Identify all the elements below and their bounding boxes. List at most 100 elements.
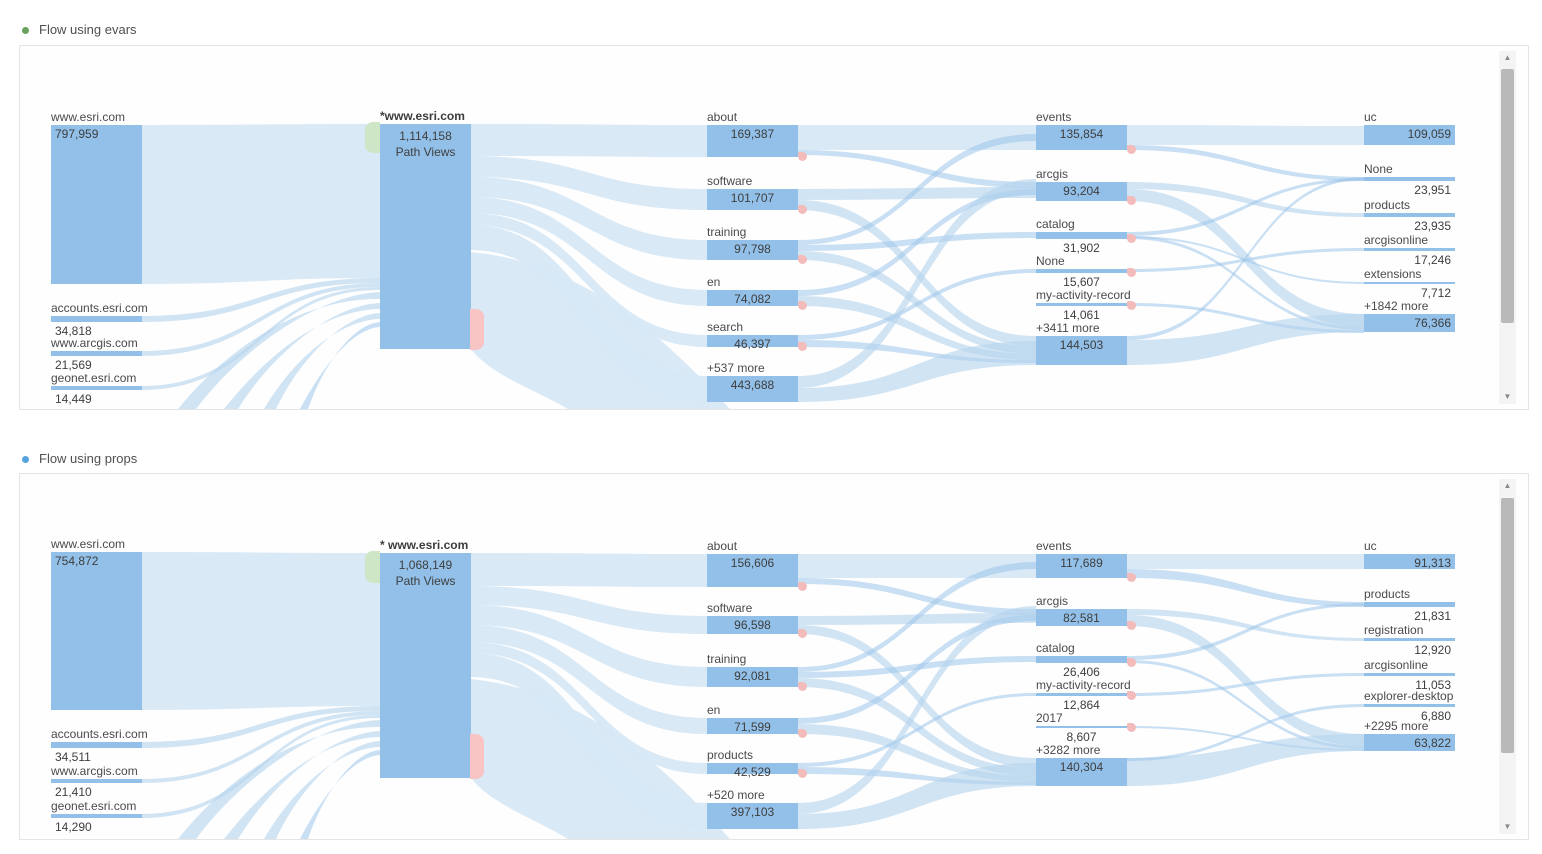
sankey-node-arcgisonline[interactable]: arcgisonline 11,053 bbox=[1364, 658, 1455, 692]
flow-ribbon[interactable] bbox=[798, 189, 1036, 296]
sankey-node-accounts-esri-com[interactable]: accounts.esri.com 34,511 bbox=[51, 727, 148, 764]
node-bar[interactable] bbox=[707, 125, 798, 157]
scroll-up-icon[interactable]: ▲ bbox=[1503, 481, 1512, 490]
flow-ribbon[interactable] bbox=[470, 642, 707, 774]
node-bar[interactable] bbox=[380, 124, 471, 349]
sankey-node-focus[interactable]: *www.esri.com 1,114,158 Path Views bbox=[365, 109, 484, 350]
node-bar[interactable] bbox=[51, 779, 142, 783]
node-bar[interactable] bbox=[1364, 213, 1455, 217]
node-bar[interactable] bbox=[1036, 758, 1127, 786]
node-bar[interactable] bbox=[707, 335, 798, 347]
node-bar[interactable] bbox=[1364, 177, 1455, 181]
sankey-node-catalog[interactable]: catalog 26,406 bbox=[1036, 641, 1136, 679]
sankey-node-arcgis[interactable]: arcgis 82,581 bbox=[1036, 594, 1136, 630]
flow-ribbon[interactable] bbox=[178, 292, 380, 409]
sankey-node-products[interactable]: products 21,831 bbox=[1364, 587, 1455, 623]
flow-ribbon[interactable] bbox=[798, 625, 1036, 768]
node-bar[interactable] bbox=[707, 376, 798, 402]
sankey-node-extensions[interactable]: extensions 7,712 bbox=[1364, 267, 1455, 300]
flow-ribbon[interactable] bbox=[798, 341, 1036, 402]
scroll-down-icon[interactable]: ▼ bbox=[1503, 392, 1512, 401]
sankey-node-none[interactable]: None 15,607 bbox=[1036, 254, 1136, 289]
node-bar[interactable] bbox=[707, 240, 798, 260]
flow-ribbon[interactable] bbox=[1127, 125, 1364, 145]
flow-ribbon[interactable] bbox=[798, 296, 1036, 360]
flow-ribbon[interactable] bbox=[798, 606, 1036, 814]
sankey-node-en[interactable]: en 74,082 bbox=[707, 275, 807, 310]
node-bar[interactable] bbox=[1364, 554, 1455, 569]
flow-ribbon[interactable] bbox=[798, 134, 1036, 245]
flow-ribbon[interactable] bbox=[141, 711, 380, 783]
node-bar[interactable] bbox=[1036, 232, 1127, 239]
flow-ribbon[interactable] bbox=[798, 693, 1036, 767]
node-bar[interactable] bbox=[707, 763, 798, 774]
flow-ribbon[interactable] bbox=[300, 750, 380, 839]
flow-ribbon[interactable] bbox=[1127, 615, 1364, 746]
sankey-node-none-2[interactable]: None 23,951 bbox=[1364, 162, 1455, 197]
flow-ribbon[interactable] bbox=[1127, 236, 1364, 330]
flow-ribbon[interactable] bbox=[141, 706, 380, 748]
sankey-node-software[interactable]: software 96,598 bbox=[707, 601, 807, 638]
scrollbar-thumb[interactable] bbox=[1501, 498, 1514, 753]
flow-ribbon[interactable] bbox=[1127, 603, 1364, 660]
flow-ribbon[interactable] bbox=[798, 125, 1036, 150]
flow-ribbon[interactable] bbox=[1127, 314, 1364, 365]
flow-ribbon[interactable] bbox=[798, 187, 1036, 200]
flow-ribbon[interactable] bbox=[1127, 554, 1364, 569]
sankey-node-registration[interactable]: registration 12,920 bbox=[1364, 623, 1455, 657]
flow-ribbon[interactable] bbox=[798, 562, 1036, 672]
vertical-scrollbar[interactable]: ▲ ▼ bbox=[1499, 51, 1516, 404]
node-bar[interactable] bbox=[51, 125, 142, 284]
sankey-node-geonet-esri-com[interactable]: geonet.esri.com 14,449 bbox=[51, 371, 142, 406]
node-bar[interactable] bbox=[51, 814, 142, 818]
sankey-node-products[interactable]: products 23,935 bbox=[1364, 198, 1455, 233]
node-bar[interactable] bbox=[1364, 282, 1455, 284]
flow-ribbon[interactable] bbox=[470, 679, 730, 839]
flow-ribbon[interactable] bbox=[1127, 726, 1364, 751]
flow-ribbon[interactable] bbox=[470, 586, 707, 634]
flow-ribbon[interactable] bbox=[798, 269, 1036, 340]
vertical-scrollbar[interactable]: ▲ ▼ bbox=[1499, 479, 1516, 834]
flow-ribbon[interactable] bbox=[141, 124, 380, 284]
flow-ribbon[interactable] bbox=[1127, 569, 1364, 607]
node-bar[interactable] bbox=[1036, 336, 1127, 365]
flow-ribbon[interactable] bbox=[470, 553, 707, 587]
flow-ribbon[interactable] bbox=[178, 720, 380, 839]
sankey-node-arcgis[interactable]: arcgis 93,204 bbox=[1036, 167, 1136, 205]
sankey-node-537-more[interactable]: +537 more 443,688 bbox=[707, 361, 798, 402]
flow-ribbon[interactable] bbox=[224, 731, 380, 839]
flow-ribbon[interactable] bbox=[141, 552, 380, 710]
flow-ribbon[interactable] bbox=[798, 724, 1036, 782]
node-bar[interactable] bbox=[51, 552, 142, 710]
sankey-node-my-activity-record[interactable]: my-activity-record 12,864 bbox=[1036, 678, 1136, 712]
node-bar[interactable] bbox=[1036, 125, 1127, 150]
node-bar[interactable] bbox=[51, 316, 142, 322]
node-bar[interactable] bbox=[1036, 726, 1127, 728]
flow-ribbon[interactable] bbox=[141, 278, 380, 322]
node-bar[interactable] bbox=[1364, 638, 1455, 641]
node-bar[interactable] bbox=[51, 386, 142, 390]
node-bar[interactable] bbox=[1036, 609, 1127, 626]
flow-ribbon[interactable] bbox=[1127, 145, 1364, 181]
sankey-node-about[interactable]: about 169,387 bbox=[707, 110, 807, 161]
node-bar[interactable] bbox=[1036, 554, 1127, 578]
node-bar[interactable] bbox=[707, 189, 798, 210]
flow-ribbon[interactable] bbox=[1127, 734, 1364, 786]
flow-ribbon[interactable] bbox=[1127, 704, 1364, 761]
sankey-node-en[interactable]: en 71,599 bbox=[707, 703, 807, 738]
node-bar[interactable] bbox=[707, 290, 798, 306]
flow-ribbon[interactable] bbox=[264, 741, 380, 839]
node-bar[interactable] bbox=[707, 718, 798, 734]
node-bar[interactable] bbox=[707, 667, 798, 687]
node-bar[interactable] bbox=[707, 803, 798, 829]
node-bar[interactable] bbox=[1364, 673, 1455, 676]
flow-ribbon[interactable] bbox=[1127, 182, 1364, 217]
node-bar[interactable] bbox=[1036, 182, 1127, 201]
sankey-node-explorer-desktop[interactable]: explorer-desktop 6,880 bbox=[1364, 689, 1455, 723]
flow-ribbon[interactable] bbox=[798, 179, 1036, 388]
scroll-down-icon[interactable]: ▼ bbox=[1503, 822, 1512, 831]
sankey-node-arcgisonline[interactable]: arcgisonline 17,246 bbox=[1364, 233, 1455, 267]
sankey-node-www-arcgis-com[interactable]: www.arcgis.com 21,569 bbox=[51, 336, 142, 372]
flow-ribbon[interactable] bbox=[798, 200, 1036, 346]
flow-ribbon[interactable] bbox=[470, 252, 730, 409]
